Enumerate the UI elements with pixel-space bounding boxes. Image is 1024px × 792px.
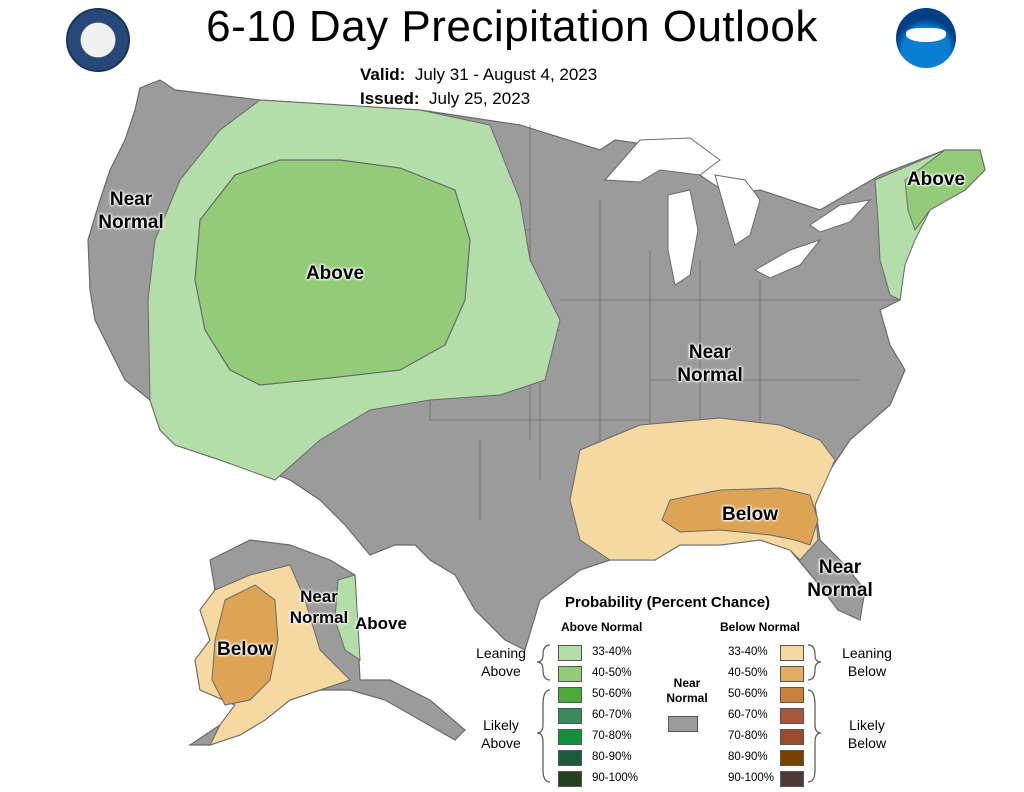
- legend-above-range-label: 50-60%: [592, 688, 632, 700]
- great-lakes: [603, 137, 872, 286]
- issued-line: Issued: July 25, 2023: [360, 89, 530, 109]
- valid-line: Valid: July 31 - August 4, 2023: [360, 65, 597, 85]
- region-label-west: Near Normal: [98, 189, 164, 233]
- alaska-below-40-50-area: [211, 584, 279, 706]
- legend-above-swatch: [558, 666, 582, 682]
- legend-above-range-label: 33-40%: [592, 646, 632, 658]
- legend-below-swatch: [780, 708, 804, 724]
- legend-below-header: Below Normal: [720, 620, 801, 634]
- legend-above-swatch: [558, 771, 582, 787]
- legend-below-swatch: [780, 687, 804, 703]
- legend-above-range-label: 70-80%: [592, 730, 632, 742]
- legend-near-normal-swatch: [668, 716, 698, 732]
- legend-below-range-label: 60-70%: [728, 709, 768, 721]
- legend-below-swatch: [780, 666, 804, 682]
- commerce-seal-logo: [66, 8, 130, 72]
- legend-group-likely-above: Likely Above: [481, 717, 521, 751]
- legend-above-header: Above Normal: [561, 620, 643, 634]
- legend-below-range-label: 40-50%: [728, 667, 768, 679]
- region-label-florida: Near Normal: [807, 557, 873, 601]
- region-label-alaska-east: Above: [355, 614, 407, 633]
- legend-above-swatch: [558, 687, 582, 703]
- legend-below-range-label: 80-90%: [728, 751, 768, 763]
- legend-below-range-label: 33-40%: [728, 646, 768, 658]
- above-40-50-rockies-area: [194, 159, 471, 386]
- alaska-above-33-40-area: [334, 574, 361, 661]
- legend-below-range-label: 70-80%: [728, 730, 768, 742]
- legend-below-swatch: [780, 645, 804, 661]
- legend-above-swatch: [558, 750, 582, 766]
- legend-below-swatch: [780, 729, 804, 745]
- valid-label: Valid:: [360, 65, 406, 84]
- legend-above-range-label: 40-50%: [592, 667, 632, 679]
- legend-above-swatch: [558, 729, 582, 745]
- issued-label: Issued:: [360, 89, 420, 108]
- legend-above-swatch: [558, 708, 582, 724]
- region-label-alaska-west: Below: [217, 639, 273, 660]
- legend-above-range-label: 60-70%: [592, 709, 632, 721]
- above-40-50-maine-area: [904, 149, 986, 232]
- legend-below-swatch: [780, 750, 804, 766]
- legend-below-range-label: 90-100%: [728, 772, 775, 784]
- region-label-northeast: Above: [906, 169, 966, 190]
- noaa-logo: [896, 8, 956, 68]
- legend-group-leaning-above: Leaning Above: [476, 645, 526, 679]
- legend-above-range-label: 90-100%: [592, 772, 639, 784]
- legend-group-likely-below: Likely Below: [847, 717, 887, 751]
- legend-below-swatch: [780, 771, 804, 787]
- below-40-50-gulf-area: [661, 487, 819, 546]
- page-title: 6-10 Day Precipitation Outlook: [206, 2, 818, 51]
- legend-near-normal-label: Near Normal: [666, 676, 708, 705]
- valid-value: July 31 - August 4, 2023: [414, 65, 598, 84]
- region-label-alaska-north: Near Normal: [289, 587, 349, 627]
- legend-title: Probability (Percent Chance): [565, 594, 771, 611]
- legend-above-swatch: [558, 645, 582, 661]
- legend-above-range-label: 80-90%: [592, 751, 632, 763]
- region-label-rockies: Above: [305, 263, 365, 284]
- legend-group-leaning-below: Leaning Below: [842, 645, 892, 679]
- issued-value: July 25, 2023: [428, 89, 531, 108]
- region-label-central: Near Normal: [677, 342, 743, 386]
- legend-below-range-label: 50-60%: [728, 688, 768, 700]
- region-label-southeast: Below: [722, 504, 778, 525]
